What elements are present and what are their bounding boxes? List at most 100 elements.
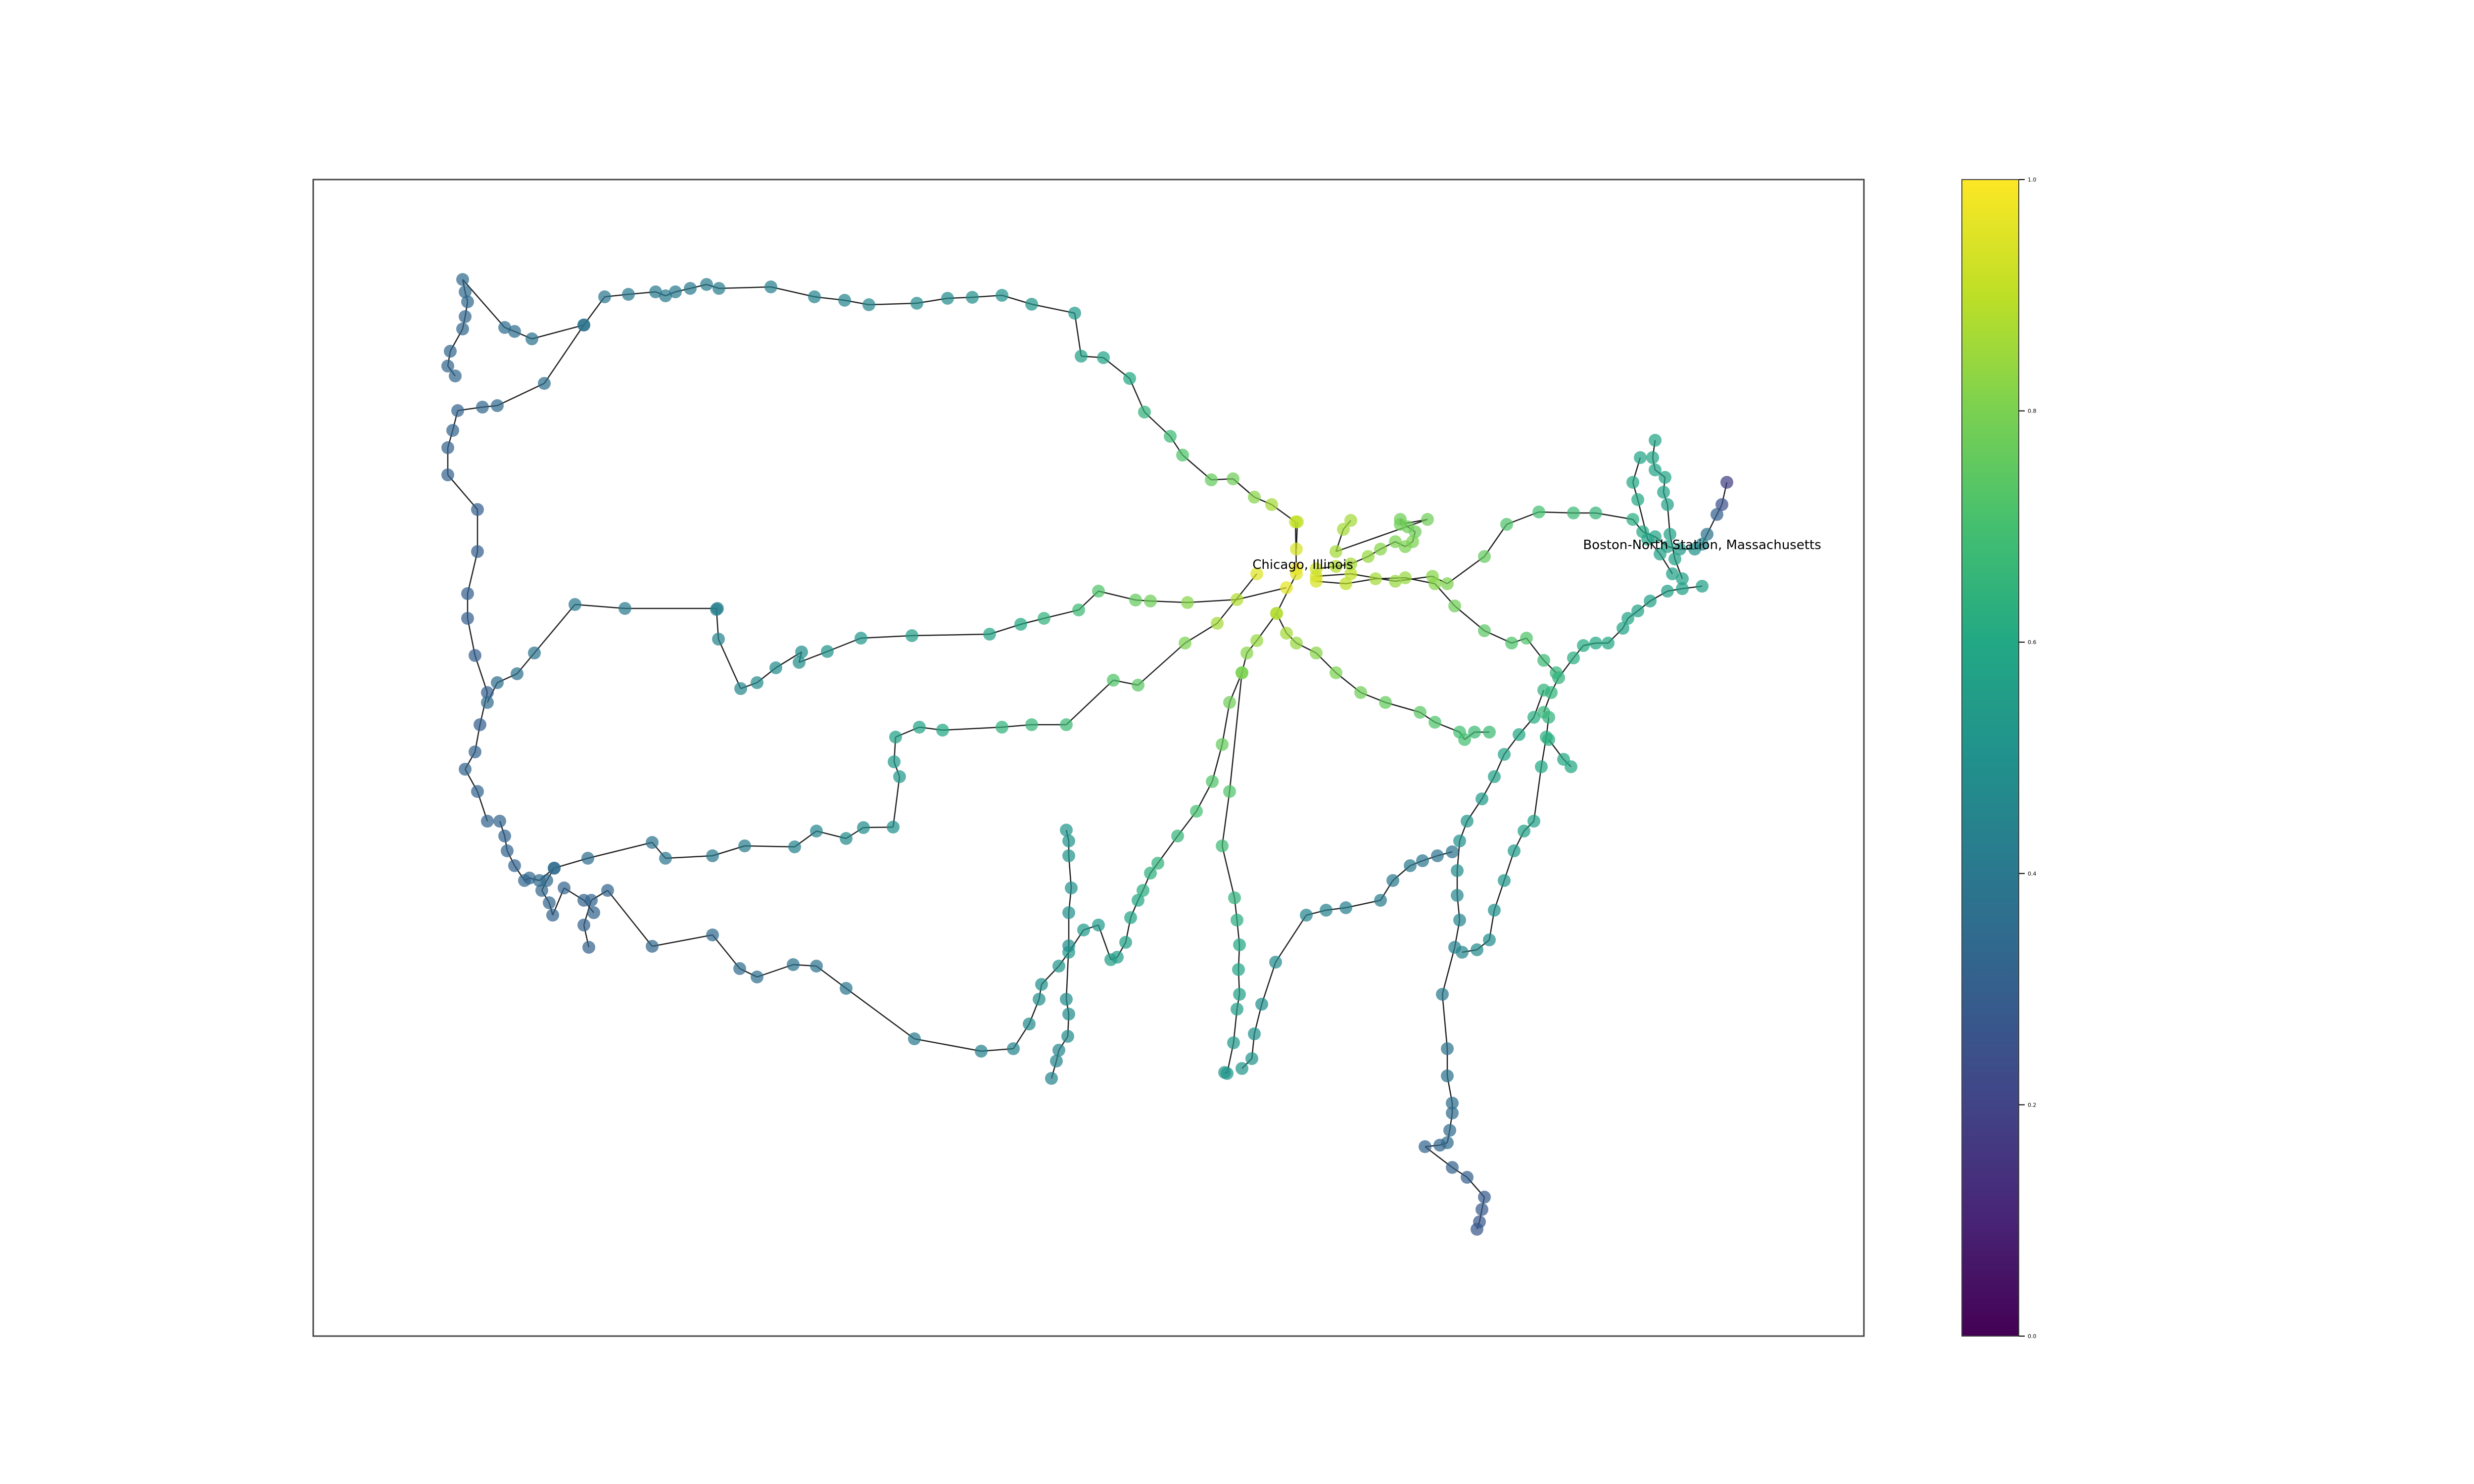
- colorbar-frame: [1961, 179, 2019, 1337]
- network-edge: [1533, 766, 1542, 822]
- station-node: [601, 884, 614, 897]
- station-node: [587, 906, 600, 919]
- station-node: [451, 404, 464, 417]
- station-node: [910, 297, 923, 310]
- station-node: [461, 295, 474, 308]
- station-node: [1621, 612, 1634, 625]
- station-node: [577, 319, 590, 331]
- station-node: [577, 919, 590, 931]
- station-node: [821, 645, 834, 658]
- station-node: [622, 288, 635, 301]
- station-node: [1280, 581, 1293, 594]
- station-node: [1007, 1042, 1020, 1055]
- network-edge: [607, 890, 653, 947]
- station-node: [1250, 634, 1263, 647]
- labels-layer: Chicago, Illinois Boston-North Station, …: [1252, 538, 1821, 572]
- station-node: [1441, 1042, 1454, 1055]
- station-node: [1245, 1052, 1258, 1065]
- station-node: [1240, 647, 1253, 659]
- station-node: [533, 874, 546, 887]
- colorbar-tick-label: 0.4: [2028, 871, 2037, 877]
- station-node: [471, 503, 484, 516]
- station-node: [888, 755, 901, 768]
- colorbar-tick-label: 0.6: [2028, 639, 2037, 646]
- station-node: [1567, 651, 1580, 664]
- station-node: [808, 290, 821, 303]
- station-node: [1123, 372, 1136, 385]
- station-node: [1696, 580, 1709, 593]
- station-node: [1062, 1008, 1075, 1020]
- station-node: [1720, 476, 1733, 489]
- station-node: [1696, 538, 1709, 551]
- station-node: [1065, 881, 1078, 894]
- station-node: [1181, 596, 1194, 609]
- station-node: [1233, 988, 1246, 1001]
- station-node: [751, 971, 763, 983]
- station-node: [889, 731, 902, 743]
- station-node: [1446, 1097, 1459, 1110]
- station-node: [1176, 449, 1189, 462]
- station-node: [857, 821, 870, 834]
- station-node: [1060, 993, 1073, 1006]
- station-node: [1451, 864, 1464, 877]
- network-edge: [1221, 791, 1231, 846]
- station-node: [795, 646, 808, 658]
- station-node: [1505, 637, 1518, 649]
- network-edge: [914, 1038, 982, 1052]
- station-node: [764, 280, 777, 293]
- network-edge: [1237, 587, 1287, 601]
- network-edge: [1221, 845, 1236, 898]
- network-edge: [534, 604, 575, 653]
- station-node: [1453, 835, 1466, 847]
- network-edge: [1187, 599, 1237, 603]
- station-node: [1369, 572, 1382, 585]
- station-node: [1456, 946, 1469, 959]
- station-node: [1631, 493, 1644, 506]
- station-node: [1344, 514, 1357, 527]
- network-edge: [1261, 962, 1277, 1005]
- station-node: [734, 682, 747, 695]
- station-node: [476, 401, 489, 414]
- station-node: [1092, 919, 1105, 931]
- colorbar-gradient: [1962, 180, 2019, 1336]
- station-node: [1483, 726, 1496, 739]
- station-node: [474, 718, 486, 731]
- station-node: [569, 598, 581, 611]
- station-node: [1124, 911, 1137, 924]
- colorbar: 0.0 0.2 0.4 0.6 0.8 1.0: [1961, 177, 2037, 1340]
- station-node: [1344, 557, 1357, 570]
- station-node: [941, 292, 954, 305]
- station-node: [1701, 528, 1713, 541]
- station-node: [1330, 666, 1342, 679]
- nodes-layer: [441, 273, 1733, 1236]
- station-node: [1339, 577, 1352, 590]
- station-node: [1441, 577, 1454, 590]
- station-node: [1236, 666, 1248, 679]
- station-node: [1132, 679, 1144, 692]
- station-node: [706, 849, 719, 862]
- station-node: [1500, 518, 1513, 531]
- station-node: [1068, 307, 1081, 320]
- station-node: [1443, 1124, 1456, 1137]
- station-node: [1634, 451, 1647, 464]
- network-edge: [712, 934, 740, 969]
- station-node: [1179, 637, 1191, 649]
- station-node: [1050, 1055, 1063, 1067]
- station-node: [469, 649, 481, 662]
- colorbar-ticks: 0.0 0.2 0.4 0.6 0.8 1.0: [2019, 177, 2037, 1340]
- network-edge: [652, 934, 713, 947]
- station-node: [1062, 939, 1075, 952]
- station-node: [1280, 627, 1293, 640]
- station-node: [548, 862, 561, 875]
- station-node: [1310, 647, 1323, 659]
- station-node: [1248, 1027, 1261, 1040]
- station-node: [1236, 1062, 1248, 1075]
- station-node: [1374, 543, 1387, 556]
- station-node: [1072, 603, 1085, 616]
- colorbar-tick-label: 1.0: [2028, 177, 2037, 183]
- station-node: [1483, 933, 1496, 946]
- station-node: [1520, 632, 1533, 645]
- station-node: [1211, 617, 1224, 630]
- station-node: [1290, 567, 1303, 580]
- station-node: [1060, 824, 1073, 836]
